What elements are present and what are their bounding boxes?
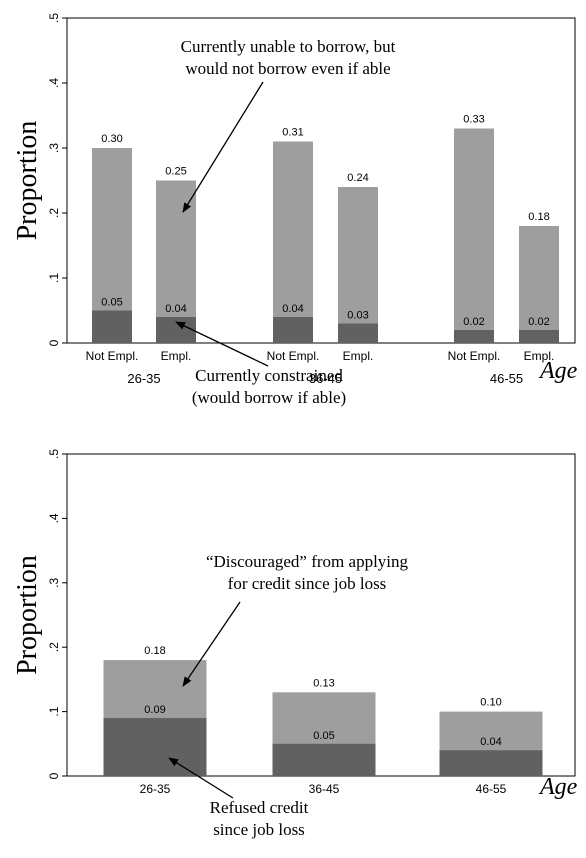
plot-frame: [66, 17, 576, 344]
x-axis-label: Age: [538, 774, 578, 800]
x-tick-label: Not Empl.: [86, 349, 139, 363]
y-tick-label: .5: [47, 13, 61, 23]
bar-dark-label: 0.02: [528, 316, 549, 328]
x-axis-label: Age: [538, 358, 578, 384]
bar-dark-segment: [156, 317, 196, 343]
bar-dark-label: 0.04: [480, 736, 501, 748]
x-tick-label: Not Empl.: [267, 349, 320, 363]
annotation-light-line: for credit since job loss: [228, 574, 387, 593]
y-tick-label: 0: [47, 772, 61, 779]
bar-dark-label: 0.05: [101, 297, 122, 309]
bar-total-label: 0.18: [528, 211, 549, 223]
bar-dark-label: 0.03: [347, 310, 368, 322]
bar-dark-segment: [519, 330, 559, 343]
bar-dark-segment: [454, 330, 494, 343]
bar-dark-label: 0.09: [144, 704, 165, 716]
bar-total: [338, 187, 378, 343]
x-tick-label: Empl.: [161, 349, 192, 363]
bar-dark-segment: [272, 743, 376, 776]
bar-total-label: 0.10: [480, 697, 501, 709]
bar-dark-segment: [273, 317, 313, 343]
y-tick-label: .5: [47, 449, 61, 459]
annotation-light-arrow: [182, 601, 241, 687]
chart-panel-1: 0 .1 .2 .3 .4 .5 Proportion Age 0.30 0.05 Not Empl…: [12, 13, 578, 407]
annotation-light-arrow: [182, 81, 264, 213]
y-tick-label: .3: [47, 143, 61, 153]
bar-total-label: 0.33: [463, 114, 484, 126]
bar-dark-segment: [439, 750, 543, 776]
annotation-dark-arrow: [168, 757, 234, 799]
y-tick-label: .2: [47, 208, 61, 218]
bar-dark-segment: [338, 323, 378, 343]
y-tick-label: .2: [47, 642, 61, 652]
annotation-dark-line: Refused credit: [210, 798, 309, 817]
y-tick-label: .4: [47, 513, 61, 523]
bar-total: [519, 226, 559, 343]
x-tick-label: Not Empl.: [448, 349, 501, 363]
annotation-dark-line: since job loss: [213, 820, 305, 839]
bar-total-label: 0.13: [313, 677, 334, 689]
x-tick-label: Empl.: [524, 349, 555, 363]
y-axis-label: Proportion: [12, 121, 43, 241]
group-label: 36-45: [309, 371, 342, 386]
annotation-dark-line: Currently constrained: [195, 366, 343, 385]
y-axis-label: Proportion: [12, 555, 43, 675]
annotation-dark-arrow: [175, 321, 269, 367]
y-tick-label: .3: [47, 577, 61, 587]
annotation-dark-line: (would borrow if able): [192, 388, 346, 407]
annotation-light-line: would not borrow even if able: [185, 59, 390, 78]
x-tick-label: 36-45: [309, 782, 340, 796]
group-label: 46-55: [490, 371, 523, 386]
bar-total-label: 0.18: [144, 645, 165, 657]
bar-total-label: 0.30: [101, 133, 122, 145]
bar-dark-label: 0.02: [463, 316, 484, 328]
x-tick-label: 26-35: [140, 782, 171, 796]
annotation-light-line: “Discouraged” from applying: [206, 552, 409, 571]
group-label: 26-35: [127, 371, 160, 386]
bar-total-label: 0.25: [165, 166, 186, 178]
y-tick-label: .1: [47, 706, 61, 716]
chart-panel-2: 0 .1 .2 .3 .4 .5 Proportion Age 0.18 0.09 26-35 0.1…: [12, 449, 578, 839]
bar-total-label: 0.31: [282, 127, 303, 139]
bar-dark-label: 0.04: [165, 303, 186, 315]
y-tick-label: .4: [47, 78, 61, 88]
x-tick-label: Empl.: [343, 349, 374, 363]
annotation-light-line: Currently unable to borrow, but: [181, 37, 396, 56]
y-tick-label: 0: [47, 339, 61, 346]
bar-dark-segment: [103, 718, 207, 776]
bar-dark-segment: [92, 310, 132, 343]
y-tick-label: .1: [47, 273, 61, 283]
bar-total: [273, 141, 313, 343]
bar-dark-label: 0.04: [282, 303, 303, 315]
bar-total: [454, 128, 494, 343]
bar-total-label: 0.24: [347, 172, 368, 184]
x-tick-label: 46-55: [476, 782, 507, 796]
bar-dark-label: 0.05: [313, 730, 334, 742]
